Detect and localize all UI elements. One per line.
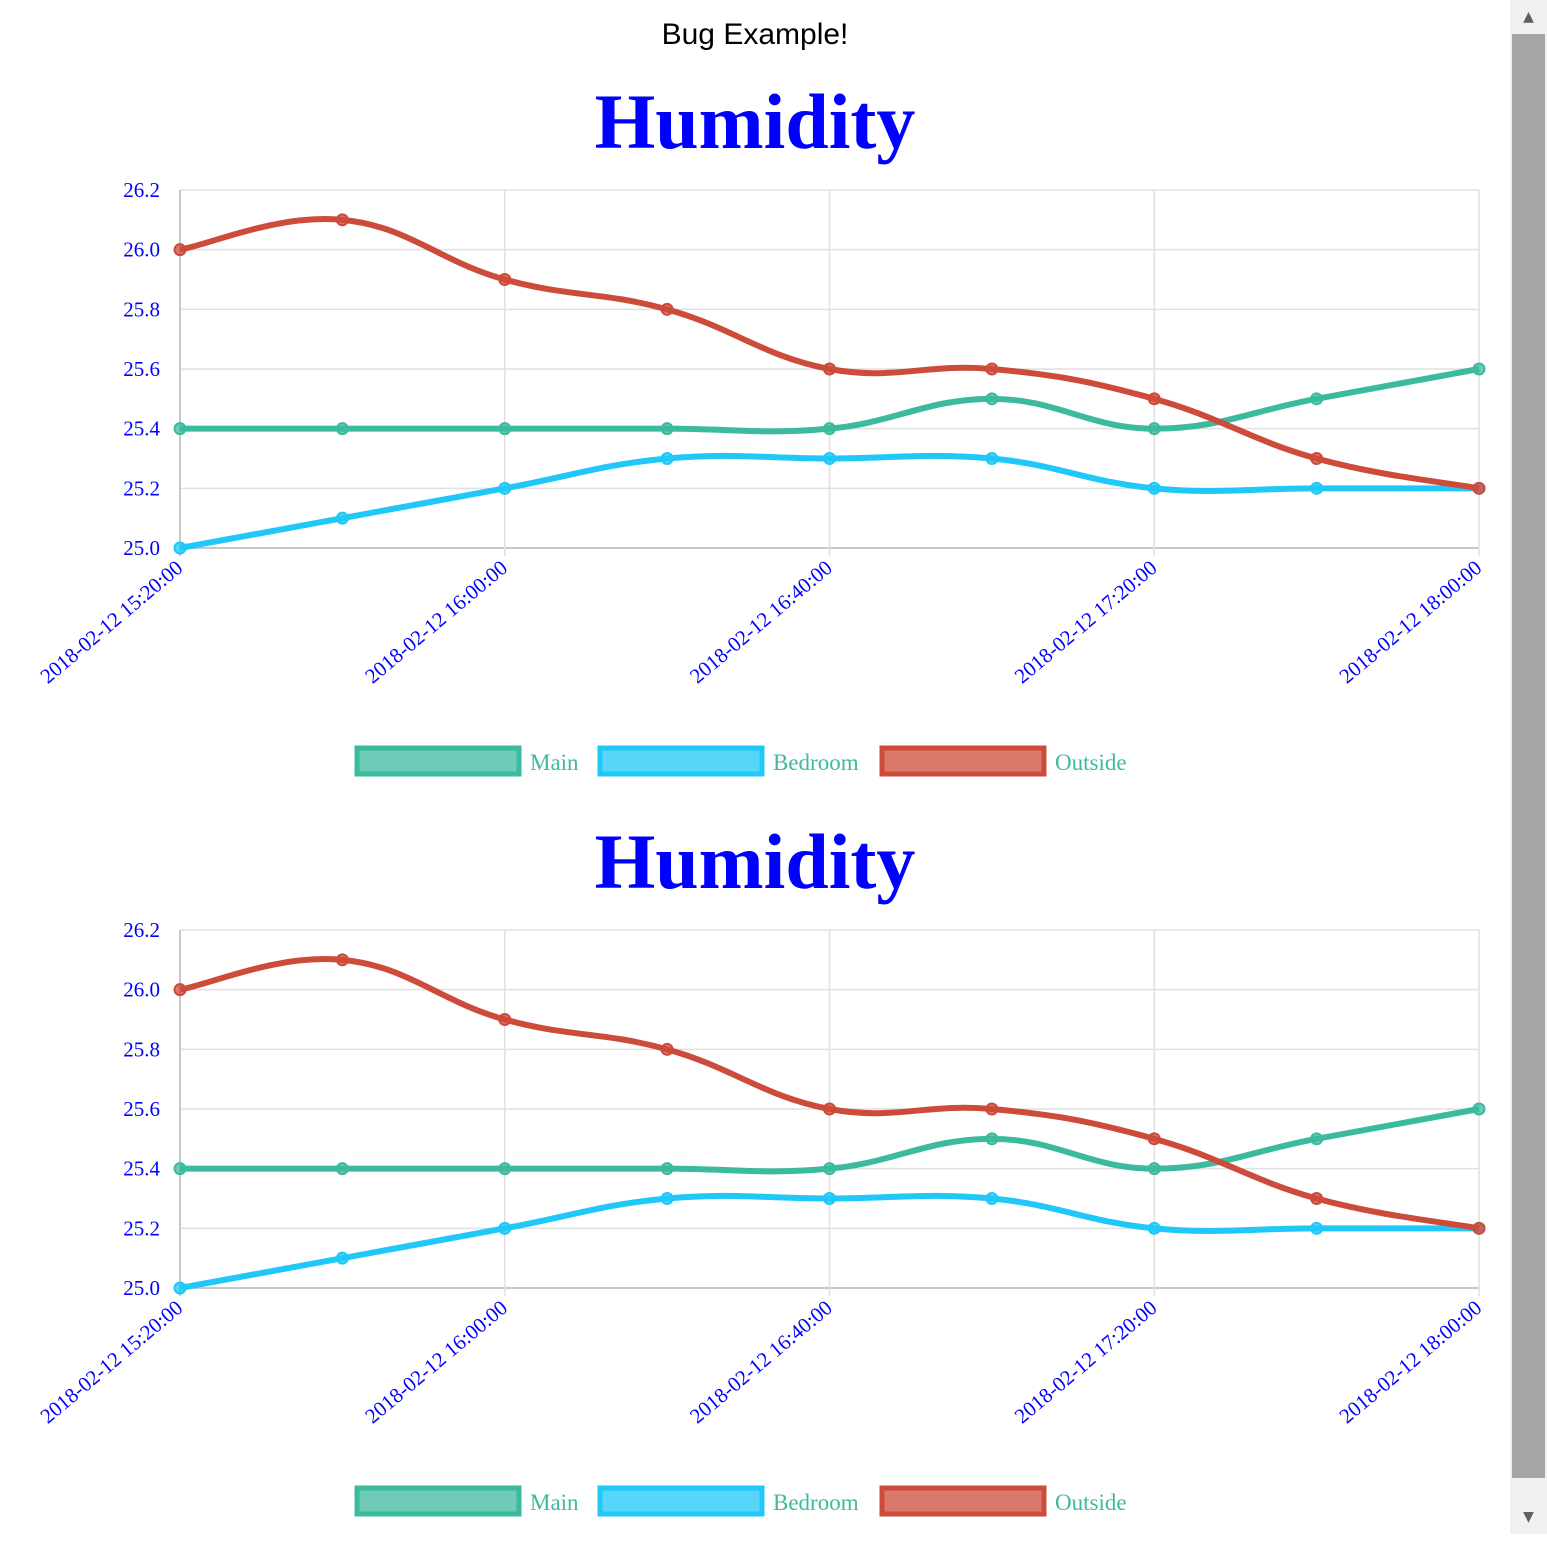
data-point-main[interactable]: [1472, 362, 1486, 376]
y-tick-label: 25.2: [123, 1216, 160, 1240]
y-tick-label: 25.2: [123, 476, 160, 500]
x-tick-label: 2018-02-12 17:20:00: [1010, 555, 1162, 688]
data-point-outside[interactable]: [1310, 452, 1324, 465]
data-point-outside[interactable]: [335, 213, 349, 227]
data-point-bedroom[interactable]: [660, 452, 674, 465]
data-point-bedroom[interactable]: [660, 1192, 674, 1205]
data-point-outside[interactable]: [823, 1102, 836, 1116]
data-point-main[interactable]: [335, 422, 349, 436]
legend-swatch-outside[interactable]: [879, 745, 1047, 777]
legend-swatch-bedroom[interactable]: [597, 1485, 765, 1517]
x-tick-label: 2018-02-12 16:40:00: [685, 1295, 837, 1428]
legend-swatch-main[interactable]: [354, 1485, 522, 1517]
legend-label-outside[interactable]: Outside: [1055, 750, 1127, 775]
data-point-main[interactable]: [173, 1162, 187, 1176]
y-tick-label: 26.2: [123, 178, 160, 202]
data-point-outside[interactable]: [173, 983, 187, 997]
x-tick-label: 2018-02-12 18:00:00: [1335, 555, 1487, 688]
data-point-bedroom[interactable]: [335, 1251, 349, 1265]
data-point-bedroom[interactable]: [1310, 481, 1324, 495]
data-point-bedroom[interactable]: [823, 1192, 836, 1205]
legend-label-main[interactable]: Main: [530, 1490, 579, 1515]
x-tick-label: 2018-02-12 16:40:00: [685, 555, 837, 688]
data-point-main[interactable]: [1310, 1132, 1324, 1146]
data-point-main[interactable]: [985, 392, 999, 406]
data-point-main[interactable]: [660, 422, 674, 436]
chart-title: Humidity: [595, 78, 916, 165]
x-tick-label: 2018-02-12 16:00:00: [360, 555, 512, 688]
data-point-outside[interactable]: [985, 362, 999, 376]
y-tick-label: 26.0: [123, 978, 160, 1002]
y-tick-label: 26.0: [123, 238, 160, 262]
y-tick-label: 25.6: [123, 1097, 160, 1121]
scroll-up-arrow-icon[interactable]: ▲: [1523, 9, 1534, 25]
legend-label-main[interactable]: Main: [530, 750, 579, 775]
scroll-thumb[interactable]: [1512, 34, 1545, 1478]
data-point-bedroom[interactable]: [498, 481, 512, 495]
x-tick-label: 2018-02-12 15:20:00: [36, 1295, 188, 1428]
y-tick-label: 25.4: [123, 417, 160, 441]
page-header: Bug Example!: [661, 18, 849, 51]
legend-swatch-outside[interactable]: [879, 1485, 1047, 1517]
data-point-outside[interactable]: [1472, 1221, 1486, 1235]
data-point-main[interactable]: [1147, 1162, 1161, 1176]
data-point-main[interactable]: [1147, 422, 1161, 436]
vertical-scrollbar[interactable]: ▲ ▼: [1510, 0, 1547, 1534]
data-point-bedroom[interactable]: [1147, 481, 1161, 495]
data-point-bedroom[interactable]: [1310, 1221, 1324, 1235]
data-point-main[interactable]: [498, 422, 512, 436]
data-point-outside[interactable]: [1147, 392, 1161, 406]
legend-label-bedroom[interactable]: Bedroom: [773, 1490, 859, 1515]
data-point-outside[interactable]: [335, 953, 349, 967]
x-tick-label: 2018-02-12 18:00:00: [1335, 1295, 1487, 1428]
data-point-outside[interactable]: [173, 243, 187, 257]
data-point-bedroom[interactable]: [1147, 1221, 1161, 1235]
data-point-outside[interactable]: [498, 273, 512, 286]
chart-svg: Humidity 25.0 25.2 25.4 25.6 25.8 26.0 26.2 2018…: [36, 818, 1487, 1517]
data-point-main[interactable]: [173, 422, 187, 436]
y-tick-label: 25.8: [123, 1037, 160, 1061]
data-point-main[interactable]: [1472, 1102, 1486, 1116]
x-tick-label: 2018-02-12 17:20:00: [1010, 1295, 1162, 1428]
y-tick-label: 25.0: [123, 536, 160, 560]
x-tick-label: 2018-02-12 15:20:00: [36, 555, 188, 688]
y-tick-label: 25.4: [123, 1157, 160, 1181]
legend-label-bedroom[interactable]: Bedroom: [773, 750, 859, 775]
data-point-bedroom[interactable]: [498, 1221, 512, 1235]
data-point-bedroom[interactable]: [985, 452, 999, 465]
data-point-outside[interactable]: [985, 1102, 999, 1116]
data-point-bedroom[interactable]: [173, 541, 187, 555]
data-point-outside[interactable]: [823, 362, 836, 376]
data-point-main[interactable]: [985, 1132, 999, 1146]
legend-label-outside[interactable]: Outside: [1055, 1490, 1127, 1515]
data-point-main[interactable]: [660, 1162, 674, 1176]
data-point-outside[interactable]: [1310, 1192, 1324, 1205]
data-point-bedroom[interactable]: [335, 511, 349, 525]
data-point-outside[interactable]: [1472, 481, 1486, 495]
data-point-main[interactable]: [823, 422, 836, 436]
y-tick-label: 26.2: [123, 918, 160, 942]
data-point-outside[interactable]: [498, 1013, 512, 1026]
chart-svg: Humidity 25.0 25.2 25.4 25.6 25.8 26.0 26.2 2018…: [36, 78, 1487, 777]
data-point-main[interactable]: [498, 1162, 512, 1176]
data-point-outside[interactable]: [1147, 1132, 1161, 1146]
data-point-main[interactable]: [335, 1162, 349, 1176]
x-tick-label: 2018-02-12 16:00:00: [360, 1295, 512, 1428]
data-point-main[interactable]: [823, 1162, 836, 1176]
data-point-bedroom[interactable]: [173, 1281, 187, 1295]
data-point-main[interactable]: [1310, 392, 1324, 406]
data-point-outside[interactable]: [660, 302, 674, 316]
humidity-chart-2: Humidity 25.0 25.2 25.4 25.6 25.8 26.0 26.2 2018…: [0, 818, 1510, 1558]
chart-title: Humidity: [595, 818, 916, 905]
y-tick-label: 25.6: [123, 357, 160, 381]
legend-swatch-bedroom[interactable]: [597, 745, 765, 777]
scroll-down-arrow-icon[interactable]: ▼: [1523, 1509, 1534, 1525]
data-point-outside[interactable]: [660, 1042, 674, 1056]
data-point-bedroom[interactable]: [823, 452, 836, 465]
humidity-chart-1: Humidity 25.0 25.2 25.4 25.6 25.8 26.0 26.2 2018…: [0, 78, 1510, 818]
y-tick-label: 25.0: [123, 1276, 160, 1300]
data-point-bedroom[interactable]: [985, 1192, 999, 1205]
y-tick-label: 25.8: [123, 297, 160, 321]
legend-swatch-main[interactable]: [354, 745, 522, 777]
